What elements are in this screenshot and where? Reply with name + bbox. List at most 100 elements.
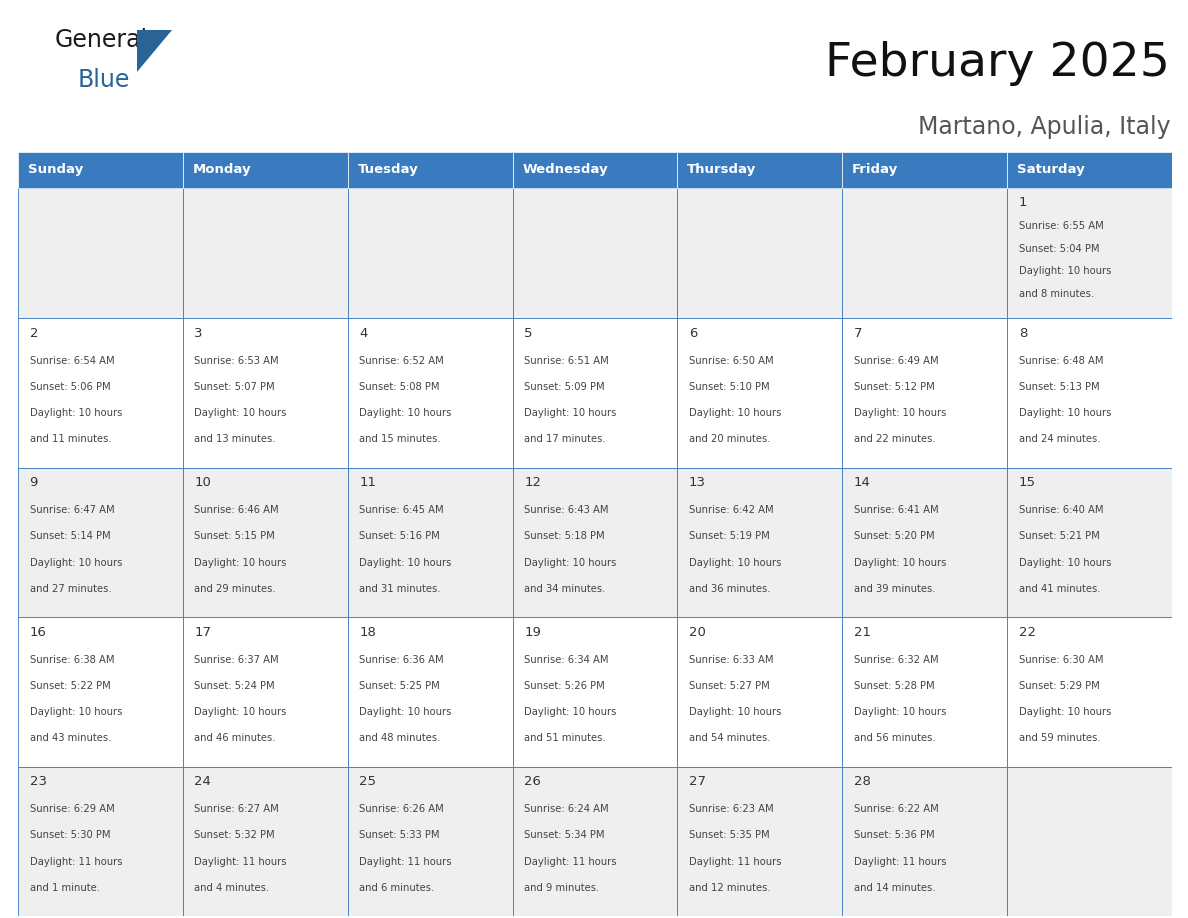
Text: Sunset: 5:21 PM: Sunset: 5:21 PM [1018, 532, 1099, 542]
Text: and 8 minutes.: and 8 minutes. [1018, 289, 1094, 299]
Text: Daylight: 10 hours: Daylight: 10 hours [30, 707, 122, 717]
Text: Daylight: 10 hours: Daylight: 10 hours [195, 707, 286, 717]
Bar [1007, 318, 1173, 467]
Text: Daylight: 10 hours: Daylight: 10 hours [30, 557, 122, 567]
Text: Sunset: 5:36 PM: Sunset: 5:36 PM [854, 831, 935, 840]
Text: Daylight: 10 hours: Daylight: 10 hours [524, 707, 617, 717]
Text: 8: 8 [1018, 327, 1028, 340]
Text: Sunrise: 6:33 AM: Sunrise: 6:33 AM [689, 655, 773, 665]
Bar [842, 152, 1007, 188]
Text: Tuesday: Tuesday [358, 163, 418, 176]
Text: and 39 minutes.: and 39 minutes. [854, 584, 935, 594]
Text: Sunset: 5:29 PM: Sunset: 5:29 PM [1018, 681, 1099, 691]
Text: February 2025: February 2025 [826, 41, 1170, 86]
Text: and 13 minutes.: and 13 minutes. [195, 434, 276, 444]
Bar [842, 318, 1007, 467]
Text: and 31 minutes.: and 31 minutes. [359, 584, 441, 594]
Bar [842, 467, 1007, 617]
Bar [183, 318, 348, 467]
Text: Saturday: Saturday [1017, 163, 1085, 176]
Text: and 48 minutes.: and 48 minutes. [359, 733, 441, 744]
Text: 4: 4 [359, 327, 367, 340]
Text: 2: 2 [30, 327, 38, 340]
Text: and 46 minutes.: and 46 minutes. [195, 733, 276, 744]
Text: Sunset: 5:33 PM: Sunset: 5:33 PM [359, 831, 440, 840]
Text: Sunset: 5:06 PM: Sunset: 5:06 PM [30, 382, 110, 392]
Text: Sunrise: 6:55 AM: Sunrise: 6:55 AM [1018, 221, 1104, 230]
Text: Daylight: 11 hours: Daylight: 11 hours [524, 856, 617, 867]
Text: Sunset: 5:08 PM: Sunset: 5:08 PM [359, 382, 440, 392]
Text: Sunrise: 6:50 AM: Sunrise: 6:50 AM [689, 356, 773, 365]
Text: and 4 minutes.: and 4 minutes. [195, 883, 270, 892]
Text: Sunset: 5:07 PM: Sunset: 5:07 PM [195, 382, 276, 392]
Text: 3: 3 [195, 327, 203, 340]
Text: and 14 minutes.: and 14 minutes. [854, 883, 935, 892]
Bar [183, 188, 348, 318]
Text: and 15 minutes.: and 15 minutes. [359, 434, 441, 444]
Polygon shape [138, 30, 172, 72]
Text: Sunset: 5:22 PM: Sunset: 5:22 PM [30, 681, 110, 691]
Text: Sunrise: 6:32 AM: Sunrise: 6:32 AM [854, 655, 939, 665]
Text: Sunset: 5:27 PM: Sunset: 5:27 PM [689, 681, 770, 691]
Text: and 51 minutes.: and 51 minutes. [524, 733, 606, 744]
Text: Blue: Blue [77, 68, 129, 93]
Text: Monday: Monday [192, 163, 252, 176]
Text: Daylight: 10 hours: Daylight: 10 hours [1018, 409, 1111, 418]
Text: Sunrise: 6:52 AM: Sunrise: 6:52 AM [359, 356, 444, 365]
Bar [512, 188, 677, 318]
Text: Daylight: 10 hours: Daylight: 10 hours [524, 409, 617, 418]
Text: Sunrise: 6:49 AM: Sunrise: 6:49 AM [854, 356, 939, 365]
Bar [18, 152, 183, 188]
Text: Daylight: 11 hours: Daylight: 11 hours [359, 856, 451, 867]
Text: 21: 21 [854, 626, 871, 639]
Bar [677, 617, 842, 767]
Text: 5: 5 [524, 327, 532, 340]
Text: and 22 minutes.: and 22 minutes. [854, 434, 935, 444]
Text: 24: 24 [195, 776, 211, 789]
Bar [348, 617, 512, 767]
Text: Sunset: 5:28 PM: Sunset: 5:28 PM [854, 681, 935, 691]
Text: 1: 1 [1018, 196, 1028, 208]
Text: 20: 20 [689, 626, 706, 639]
Text: and 9 minutes.: and 9 minutes. [524, 883, 600, 892]
Text: Sunday: Sunday [27, 163, 83, 176]
Text: and 41 minutes.: and 41 minutes. [1018, 584, 1100, 594]
Text: and 36 minutes.: and 36 minutes. [689, 584, 771, 594]
Text: Sunrise: 6:47 AM: Sunrise: 6:47 AM [30, 505, 114, 515]
Text: Wednesday: Wednesday [523, 163, 608, 176]
Text: 15: 15 [1018, 476, 1036, 489]
Text: and 43 minutes.: and 43 minutes. [30, 733, 110, 744]
Bar [677, 318, 842, 467]
Text: Sunset: 5:09 PM: Sunset: 5:09 PM [524, 382, 605, 392]
Text: 13: 13 [689, 476, 706, 489]
Bar [18, 767, 183, 916]
Text: and 1 minute.: and 1 minute. [30, 883, 100, 892]
Bar [512, 152, 677, 188]
Text: 12: 12 [524, 476, 541, 489]
Bar [512, 467, 677, 617]
Text: Sunrise: 6:23 AM: Sunrise: 6:23 AM [689, 804, 773, 814]
Text: Sunset: 5:32 PM: Sunset: 5:32 PM [195, 831, 276, 840]
Bar [1007, 767, 1173, 916]
Text: Daylight: 10 hours: Daylight: 10 hours [854, 557, 946, 567]
Text: 11: 11 [359, 476, 377, 489]
Text: 25: 25 [359, 776, 377, 789]
Text: Daylight: 10 hours: Daylight: 10 hours [195, 557, 286, 567]
Text: Daylight: 10 hours: Daylight: 10 hours [689, 707, 782, 717]
Text: Sunrise: 6:37 AM: Sunrise: 6:37 AM [195, 655, 279, 665]
Text: Daylight: 10 hours: Daylight: 10 hours [359, 557, 451, 567]
Bar [348, 188, 512, 318]
Text: 10: 10 [195, 476, 211, 489]
Text: and 29 minutes.: and 29 minutes. [195, 584, 276, 594]
Text: Martano, Apulia, Italy: Martano, Apulia, Italy [917, 116, 1170, 140]
Text: 26: 26 [524, 776, 541, 789]
Text: Sunset: 5:35 PM: Sunset: 5:35 PM [689, 831, 770, 840]
Text: 22: 22 [1018, 626, 1036, 639]
Text: Sunrise: 6:46 AM: Sunrise: 6:46 AM [195, 505, 279, 515]
Text: Sunrise: 6:30 AM: Sunrise: 6:30 AM [1018, 655, 1104, 665]
Text: Sunrise: 6:36 AM: Sunrise: 6:36 AM [359, 655, 444, 665]
Text: General: General [55, 28, 147, 51]
Text: Sunset: 5:25 PM: Sunset: 5:25 PM [359, 681, 440, 691]
Text: Sunrise: 6:53 AM: Sunrise: 6:53 AM [195, 356, 279, 365]
Text: Sunrise: 6:51 AM: Sunrise: 6:51 AM [524, 356, 609, 365]
